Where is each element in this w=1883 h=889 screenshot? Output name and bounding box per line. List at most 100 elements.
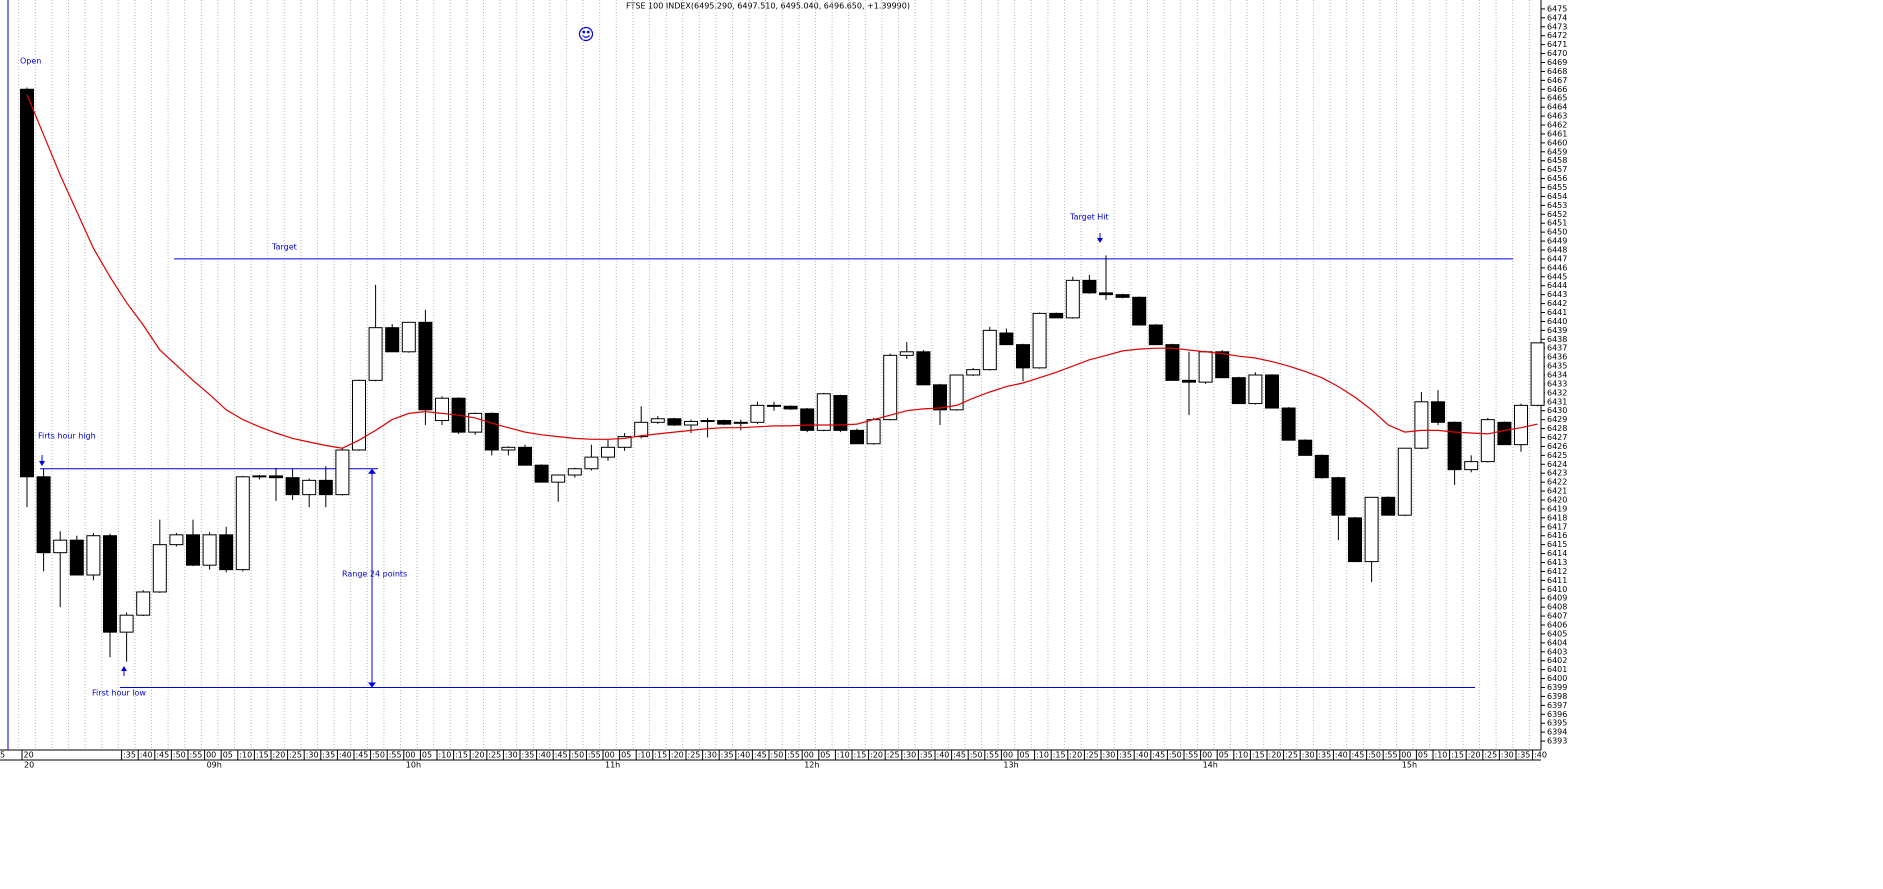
x-period-label: 12h [804, 761, 819, 770]
x-tick-label: :55 [986, 751, 999, 760]
arrow-head [368, 682, 376, 688]
x-tick-label: :20 [273, 751, 286, 760]
y-tick-label: 6470 [1547, 49, 1567, 58]
candle-body [1016, 344, 1030, 369]
candle-body [634, 421, 649, 438]
x-tick-label: :50 [1169, 751, 1182, 760]
y-tick-label: 6443 [1547, 290, 1567, 299]
y-tick-label: 6451 [1547, 219, 1567, 228]
y-tick-label: 6458 [1547, 156, 1567, 165]
candle-body [468, 412, 483, 433]
x-tick-label: :55 [389, 751, 402, 760]
candle-body [933, 384, 947, 411]
x-tick-label: :45 [953, 751, 966, 760]
candle-body [982, 329, 997, 371]
candle-body [999, 332, 1014, 346]
first-hour-high-label: Firts hour high [38, 432, 96, 441]
candle-body [584, 456, 599, 470]
candle-body [567, 468, 582, 476]
x-period-label: 14h [1203, 761, 1218, 770]
y-tick-label: 6454 [1547, 192, 1567, 201]
x-tick-label: :25 [488, 751, 501, 760]
y-tick-label: 6422 [1547, 478, 1567, 487]
candle-body [1348, 517, 1362, 563]
y-tick-label: 6420 [1547, 496, 1567, 505]
y-tick-label: 6413 [1547, 558, 1567, 567]
smiley-eye [582, 30, 586, 34]
y-tick-label: 6446 [1547, 263, 1567, 272]
candle-body [750, 404, 765, 423]
x-tick-label: 00 [1003, 751, 1013, 760]
candle-body [1248, 374, 1263, 405]
x-tick-label: :25 [1086, 751, 1099, 760]
candle-body [667, 418, 682, 426]
y-tick-label: 6455 [1547, 183, 1567, 192]
candle-body [1132, 296, 1147, 326]
y-tick-label: 6453 [1547, 201, 1567, 210]
candle-body [385, 327, 400, 353]
y-tick-label: 6415 [1547, 540, 1567, 549]
candle-body [1314, 454, 1329, 479]
y-tick-label: 6414 [1547, 549, 1567, 558]
x-tick-label: 00 [605, 751, 615, 760]
candle-body [136, 591, 151, 616]
x-tick-label: :35 [920, 751, 933, 760]
x-tick-label: :25 [289, 751, 302, 760]
arrow-head [1097, 238, 1103, 243]
x-tick-label: :50 [970, 751, 983, 760]
candle-body [717, 420, 732, 425]
y-tick-label: 6412 [1547, 567, 1567, 576]
x-period-label: 15h [1402, 761, 1417, 770]
x-tick-label: :45 [754, 751, 767, 760]
x-tick-label: :30 [903, 751, 916, 760]
y-tick-label: 6407 [1547, 612, 1567, 621]
moving-average-line [26, 94, 1538, 449]
candle-body [833, 395, 848, 431]
x-tick-label: :55 [1385, 751, 1398, 760]
y-tick-label: 6444 [1547, 281, 1567, 290]
x-tick-label: 05 [422, 751, 432, 760]
candle-body [1497, 421, 1512, 446]
y-tick-label: 6472 [1547, 31, 1567, 40]
candle-body [1148, 324, 1163, 346]
y-tick-label: 6439 [1547, 326, 1567, 335]
candle-body [501, 446, 516, 451]
x-period-label: 20 [24, 761, 34, 770]
x-tick-label: :40 [737, 751, 750, 760]
x-tick-label: :55 [588, 751, 601, 760]
x-tick-label: :20 [671, 751, 684, 760]
y-tick-label: 6459 [1547, 147, 1567, 156]
candle-body [1431, 401, 1445, 423]
x-tick-label: :30 [1302, 751, 1315, 760]
y-tick-label: 6430 [1547, 406, 1567, 415]
x-tick-label: :30 [1103, 751, 1116, 760]
x-tick-label: :55 [190, 751, 203, 760]
y-tick-label: 6434 [1547, 371, 1567, 380]
candle-body [1447, 421, 1462, 471]
candle-body [1281, 407, 1296, 441]
candle-body [302, 479, 317, 496]
candle-body [1215, 351, 1230, 379]
y-tick-label: 6428 [1547, 424, 1567, 433]
x-tick-label: :50 [571, 751, 584, 760]
x-tick-label: :50 [771, 751, 784, 760]
candle-body [1115, 294, 1130, 298]
candle-body [1198, 351, 1213, 383]
y-tick-label: 6406 [1547, 621, 1567, 630]
candle-body [1182, 379, 1196, 383]
x-tick-label: :45 [156, 751, 169, 760]
arrow-head [121, 666, 127, 671]
x-tick-label: :40 [1335, 751, 1348, 760]
y-tick-label: 6426 [1547, 442, 1567, 451]
candle-body [850, 429, 864, 445]
x-tick-label: :40 [140, 751, 153, 760]
y-tick-label: 6432 [1547, 388, 1567, 397]
x-tick-label: 00 [1202, 751, 1212, 760]
x-tick-label: :35 [522, 751, 535, 760]
x-tick-label: :50 [372, 751, 385, 760]
x-tick-label: :20 [870, 751, 883, 760]
y-tick-label: 6403 [1547, 647, 1567, 656]
x-tick-label: 05 [1418, 751, 1428, 760]
